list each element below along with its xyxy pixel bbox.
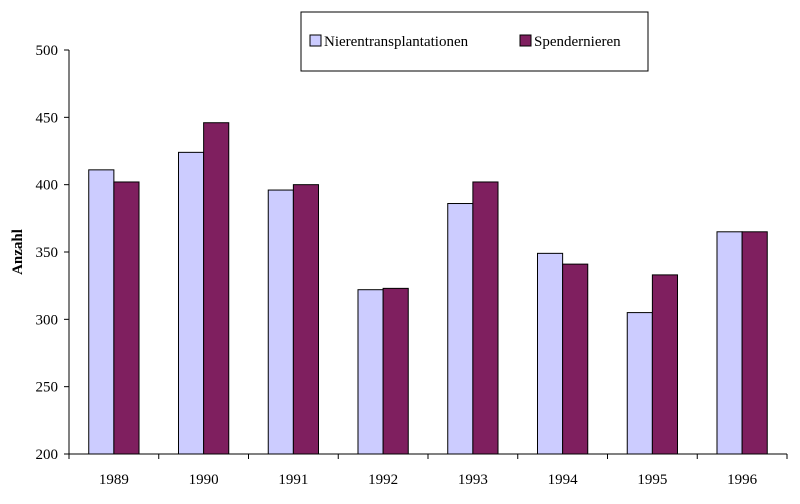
bar-spendernieren-1995 xyxy=(651,274,679,455)
bar-group-1989 xyxy=(88,169,140,455)
bar-nierentransplantationen-1989 xyxy=(88,169,115,455)
bar-nierentransplantationen-1992 xyxy=(357,289,384,455)
bar-nierentransplantationen-1996 xyxy=(716,231,743,455)
y-tick-label: 400 xyxy=(36,178,59,194)
legend-label-nierentransplantationen: Nierentransplantationen xyxy=(324,34,469,50)
bar-groups xyxy=(88,122,768,455)
y-axis: 200 250 300 350 400 450 500 xyxy=(36,43,70,463)
bar-spendernieren-1992 xyxy=(382,287,409,455)
y-tick-label: 500 xyxy=(36,43,59,59)
bar-spendernieren-1990 xyxy=(203,122,230,455)
y-tick-label: 450 xyxy=(36,110,59,126)
bar-group-1993 xyxy=(447,181,499,455)
legend-swatch-spendernieren xyxy=(519,34,532,47)
bar-group-1991 xyxy=(267,184,320,455)
x-tick-label: 1994 xyxy=(548,472,579,488)
x-tick-label: 1990 xyxy=(189,472,219,488)
bar-nierentransplantationen-1993 xyxy=(447,203,474,455)
y-axis-title: Anzahl xyxy=(10,229,26,275)
legend: Nierentransplantationen Spendernieren xyxy=(300,11,649,72)
y-tick-label: 350 xyxy=(36,245,59,261)
legend-box xyxy=(300,11,649,72)
x-tick-label: 1993 xyxy=(458,472,488,488)
x-tick-label: 1992 xyxy=(368,472,398,488)
x-tick-label: 1989 xyxy=(99,472,129,488)
x-tick-label: 1995 xyxy=(637,472,667,488)
bar-nierentransplantationen-1995 xyxy=(626,312,653,455)
y-tick-label: 250 xyxy=(36,380,59,396)
x-axis: 1989 1990 1991 1992 1993 1994 1995 1996 xyxy=(68,453,788,488)
bar-group-1996 xyxy=(716,231,768,455)
bar-spendernieren-1994 xyxy=(562,263,589,455)
bar-nierentransplantationen-1991 xyxy=(267,189,294,455)
bar-nierentransplantationen-1990 xyxy=(177,151,205,455)
bar-nierentransplantationen-1994 xyxy=(536,252,564,455)
legend-swatch-nierentransplantationen xyxy=(309,34,322,47)
bar-spendernieren-1989 xyxy=(113,181,140,455)
bar-spendernieren-1996 xyxy=(741,231,768,455)
bar-group-1992 xyxy=(357,287,409,455)
y-tick-label: 300 xyxy=(36,312,59,328)
y-tick-label: 200 xyxy=(36,447,59,463)
legend-label-spendernieren: Spendernieren xyxy=(534,34,621,50)
x-tick-label: 1991 xyxy=(278,472,308,488)
bar-group-1994 xyxy=(536,252,589,455)
bar-group-1995 xyxy=(626,274,679,455)
bar-spendernieren-1993 xyxy=(472,181,499,455)
x-tick-label: 1996 xyxy=(727,472,758,488)
bar-group-1990 xyxy=(177,122,230,455)
bar-spendernieren-1991 xyxy=(292,184,320,455)
